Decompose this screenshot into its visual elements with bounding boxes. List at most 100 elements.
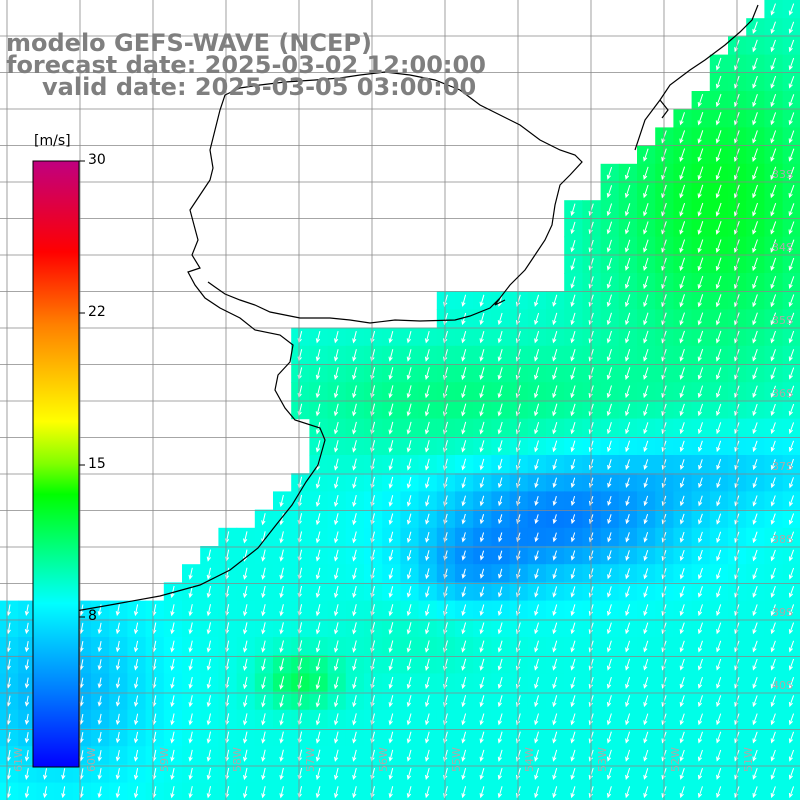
- wind-arrow: [570, 421, 576, 435]
- wind-arrow: [406, 568, 412, 580]
- wind-arrow: [770, 39, 776, 53]
- wind-arrow: [24, 713, 30, 726]
- wind-arrow: [279, 731, 284, 744]
- wind-arrow: [788, 39, 795, 53]
- wind-arrow: [752, 713, 758, 726]
- wind-arrow: [352, 367, 357, 381]
- wind-arrow: [115, 659, 121, 671]
- wind-arrow: [643, 294, 649, 308]
- model-title: modelo GEFS-WAVE (NCEP): [6, 29, 372, 57]
- wind-arrow: [625, 749, 631, 762]
- wind-arrow: [388, 531, 394, 544]
- wind-arrow: [679, 586, 685, 598]
- wind-arrow: [697, 640, 703, 653]
- wind-arrow: [570, 695, 576, 708]
- lat-label: 34S: [772, 241, 793, 254]
- wind-arrow: [770, 567, 776, 580]
- wind-arrow: [388, 767, 394, 780]
- wind-arrow: [606, 422, 612, 435]
- wind-arrow: [206, 676, 211, 690]
- wind-arrow: [643, 604, 649, 617]
- wind-arrow: [570, 604, 576, 617]
- wind-arrow: [6, 731, 11, 744]
- wind-arrow: [388, 676, 394, 690]
- wind-arrow: [6, 622, 11, 635]
- wind-arrow: [534, 458, 539, 471]
- wind-arrow: [606, 185, 613, 198]
- wind-arrow: [334, 458, 339, 471]
- wind-arrow: [170, 585, 175, 599]
- wind-arrow: [315, 330, 321, 344]
- wind-arrow: [606, 676, 612, 689]
- wind-arrow: [334, 494, 339, 507]
- wind-arrow: [716, 495, 722, 507]
- wind-arrow: [570, 276, 576, 289]
- wind-arrow: [552, 640, 558, 653]
- wind-arrow: [643, 550, 649, 562]
- wind-arrow: [625, 257, 631, 271]
- wind-arrow: [315, 349, 321, 362]
- wind-arrow: [770, 658, 776, 671]
- wind-arrow: [770, 276, 777, 290]
- wind-arrow: [134, 713, 139, 726]
- wind-arrow: [461, 713, 467, 726]
- wind-arrow: [788, 239, 795, 253]
- wind-arrow: [679, 257, 685, 272]
- wind-arrow: [552, 421, 558, 435]
- wind-arrow: [352, 385, 357, 399]
- wind-arrow: [643, 532, 649, 543]
- wind-arrow: [643, 239, 649, 253]
- wind-arrow: [607, 459, 612, 470]
- wind-arrow: [625, 604, 631, 617]
- wind-arrow: [497, 385, 503, 399]
- wind-arrow: [479, 604, 485, 616]
- wind-arrow: [333, 367, 339, 381]
- wind-arrow: [498, 550, 503, 561]
- wind-arrow: [752, 367, 758, 380]
- wind-arrow: [643, 422, 649, 435]
- wind-arrow: [352, 585, 357, 598]
- wind-arrow: [425, 495, 430, 507]
- wind-arrow: [716, 768, 722, 780]
- wind-arrow: [716, 403, 722, 417]
- wind-arrow: [770, 221, 777, 235]
- wind-arrow: [752, 39, 758, 53]
- wind-arrow: [752, 57, 758, 71]
- wind-arrow: [715, 184, 722, 199]
- wind-arrow: [715, 130, 722, 144]
- wind-arrow: [625, 495, 630, 507]
- wind-arrow: [788, 130, 795, 144]
- wind-arrow: [752, 731, 758, 744]
- wind-arrow: [97, 622, 102, 635]
- wind-arrow: [133, 768, 139, 781]
- wind-arrow: [643, 184, 649, 199]
- wind-arrow: [752, 330, 758, 344]
- wind-arrow: [789, 477, 794, 489]
- wind-arrow: [43, 786, 48, 799]
- wind-arrow: [24, 695, 30, 707]
- wind-arrow: [788, 166, 795, 180]
- wind-arrow: [716, 622, 722, 635]
- wind-arrow: [643, 330, 649, 344]
- wind-arrow: [679, 658, 685, 671]
- wind-arrow: [697, 184, 704, 199]
- wind-arrow: [352, 349, 357, 362]
- wind-arrow: [424, 403, 430, 417]
- wind-arrow: [425, 568, 430, 580]
- wind-arrow: [770, 367, 776, 380]
- wind-arrow: [388, 749, 394, 762]
- wind-arrow: [534, 421, 540, 435]
- wind-arrow: [625, 713, 631, 726]
- wind-arrow: [570, 495, 576, 507]
- wind-arrow: [588, 440, 594, 453]
- wind-arrow: [333, 421, 339, 435]
- wind-arrow: [715, 257, 722, 272]
- wind-arrow: [606, 749, 612, 762]
- wind-arrow: [534, 403, 540, 417]
- wind-arrow: [588, 385, 594, 399]
- wind-arrow: [788, 403, 795, 416]
- colorbar-tick-8: 8: [88, 608, 97, 624]
- wind-arrow: [352, 421, 357, 435]
- wind-arrow: [406, 640, 412, 653]
